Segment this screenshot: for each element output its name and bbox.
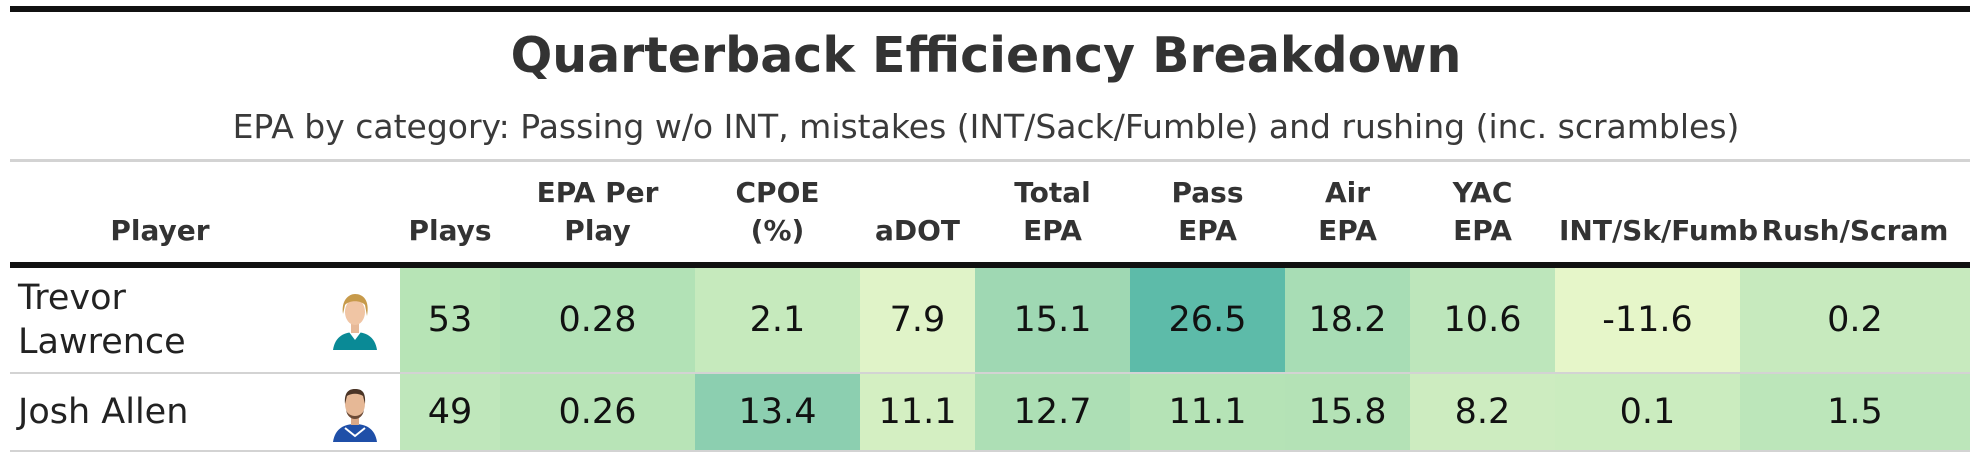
col-header-cpoe: CPOE (%) bbox=[695, 162, 860, 268]
total-epa-cell: 15.1 bbox=[975, 265, 1130, 374]
adot-cell: 7.9 bbox=[860, 265, 975, 374]
table-row: Trevor Lawrence 53 0.28 2.1 7.9 15.1 26.5… bbox=[10, 265, 1970, 374]
air-epa-cell: 18.2 bbox=[1285, 265, 1410, 374]
total-epa-cell: 12.7 bbox=[975, 373, 1130, 452]
header-row: Player Plays EPA Per Play CPOE (%) aDOT To… bbox=[10, 162, 1970, 268]
yac-epa-cell: 8.2 bbox=[1410, 373, 1555, 452]
adot-cell: 11.1 bbox=[860, 373, 975, 452]
col-header-rush: Rush/Scram bbox=[1740, 162, 1970, 268]
col-header-mistakes: INT/Sk/Fumb bbox=[1555, 162, 1758, 268]
player-name-cell: Josh Allen bbox=[10, 373, 310, 452]
table-row: Josh Allen 49 0.26 13.4 11.1 12.7 11.1 1… bbox=[10, 373, 1970, 452]
headshot-cell bbox=[310, 373, 400, 452]
yac-epa-cell: 10.6 bbox=[1410, 265, 1555, 374]
top-rule bbox=[10, 6, 1970, 12]
col-header-epa-per-play: EPA Per Play bbox=[500, 162, 695, 268]
cpoe-cell: 2.1 bbox=[695, 265, 860, 374]
col-header-total-epa: Total EPA bbox=[975, 162, 1130, 268]
player-headshot-icon bbox=[333, 294, 377, 350]
mistakes-cell: 0.1 bbox=[1555, 373, 1740, 452]
col-header-plays: Plays bbox=[400, 162, 500, 268]
qb-efficiency-table: Player Plays EPA Per Play CPOE (%) aDOT To… bbox=[10, 162, 1970, 452]
player-headshot-icon bbox=[333, 389, 377, 442]
plays-cell: 53 bbox=[400, 265, 500, 374]
rush-cell: 1.5 bbox=[1740, 373, 1970, 452]
col-header-headshot bbox=[310, 162, 400, 268]
air-epa-cell: 15.8 bbox=[1285, 373, 1410, 452]
headshot-cell bbox=[310, 265, 400, 374]
col-header-yac-epa: YAC EPA bbox=[1410, 162, 1555, 268]
cpoe-cell: 13.4 bbox=[695, 373, 860, 452]
epa-per-play-cell: 0.28 bbox=[500, 265, 695, 374]
player-name-cell: Trevor Lawrence bbox=[10, 265, 310, 374]
pass-epa-cell: 11.1 bbox=[1130, 373, 1285, 452]
rush-cell: 0.2 bbox=[1740, 265, 1970, 374]
col-header-player: Player bbox=[10, 162, 310, 268]
col-header-air-epa: Air EPA bbox=[1285, 162, 1410, 268]
col-header-pass-epa: Pass EPA bbox=[1130, 162, 1285, 268]
mistakes-cell: -11.6 bbox=[1555, 265, 1740, 374]
col-header-adot: aDOT bbox=[860, 162, 975, 268]
subtitle-divider bbox=[10, 159, 1970, 162]
table-title: Quarterback Efficiency Breakdown bbox=[510, 27, 1462, 84]
table-subtitle: EPA by category: Passing w/o INT, mistak… bbox=[232, 107, 1740, 146]
plays-cell: 49 bbox=[400, 373, 500, 452]
pass-epa-cell: 26.5 bbox=[1130, 265, 1285, 374]
epa-per-play-cell: 0.26 bbox=[500, 373, 695, 452]
